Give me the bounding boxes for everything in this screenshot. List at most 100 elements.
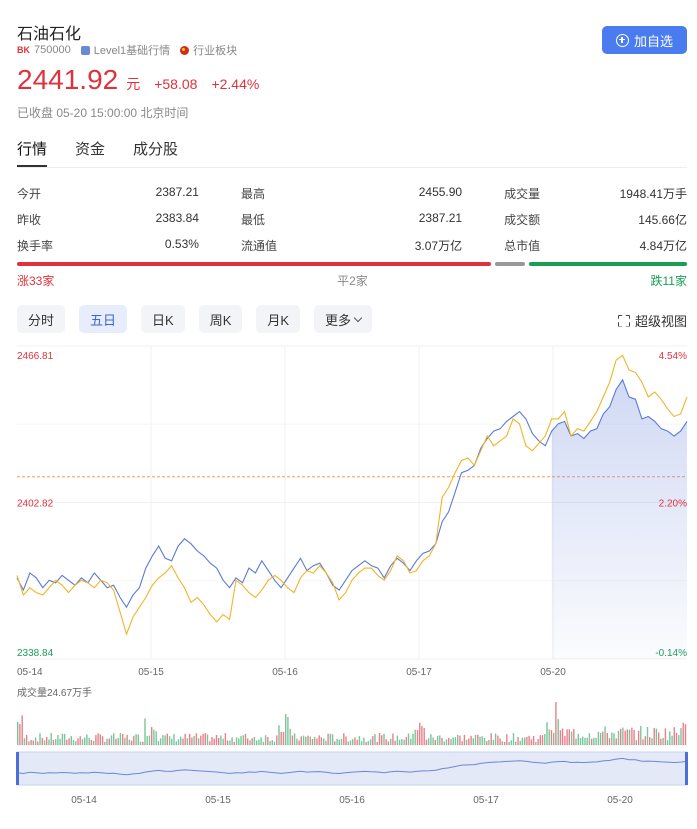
volume-bar <box>296 738 298 745</box>
stat-label: 昨收 <box>17 212 42 227</box>
volume-bar <box>593 737 595 745</box>
volume-bar <box>164 735 166 745</box>
period-button-five-day[interactable]: 五日 <box>79 305 128 333</box>
volume-bar <box>202 733 204 745</box>
stat-label: 总市值 <box>504 238 541 253</box>
volume-bar <box>452 737 454 745</box>
volume-bar <box>278 725 280 745</box>
volume-bar <box>108 738 110 745</box>
volume-bar <box>443 741 445 745</box>
tab-constituents[interactable]: 成分股 <box>133 141 179 158</box>
volume-bar <box>276 735 278 745</box>
volume-bar <box>432 737 434 745</box>
volume-bar <box>46 737 48 745</box>
volume-bar <box>459 735 461 745</box>
breadth-up-segment <box>17 262 491 266</box>
super-view-button[interactable]: 超级视图 <box>618 311 687 330</box>
volume-bar <box>271 740 273 745</box>
volume-bar <box>486 741 488 745</box>
breadth-labels: 涨33家 平2家 跌11家 <box>17 272 687 289</box>
volume-bar <box>450 739 452 745</box>
volume-bar <box>34 737 37 745</box>
stat-value: 2387.21 <box>155 184 199 199</box>
stat-label: 最低 <box>240 212 265 227</box>
stats-row: 换手率 0.53% 流通值 3.07万亿 总市值 4.84万亿 <box>17 232 687 258</box>
volume-bar <box>84 737 86 745</box>
volume-bar <box>200 735 202 745</box>
flat-count: 平2家 <box>337 274 368 288</box>
volume-bar <box>660 738 662 745</box>
stat-value: 4.84万亿 <box>639 238 687 253</box>
volume-bar <box>39 733 41 745</box>
period-button-intraday[interactable]: 分时 <box>17 305 66 333</box>
volume-bar <box>195 733 198 745</box>
volume-bar <box>633 730 635 745</box>
volume-bar <box>66 739 68 745</box>
volume-bar <box>41 738 43 745</box>
volume-bar <box>448 737 450 745</box>
volume-bar <box>617 730 620 745</box>
volume-bar <box>186 738 189 745</box>
volume-bar <box>519 740 521 745</box>
tab-quote[interactable]: 行情 <box>17 138 48 167</box>
volume-bar <box>508 741 510 745</box>
volume-bar <box>570 731 573 745</box>
volume-bar <box>479 736 481 745</box>
tab-funds[interactable]: 资金 <box>75 141 106 158</box>
volume-bar <box>249 740 251 745</box>
volume-bar <box>124 737 126 745</box>
volume-bar <box>561 728 564 745</box>
volume-bar <box>544 734 546 745</box>
volume-bar <box>307 735 309 745</box>
volume-bar <box>320 737 323 745</box>
stat-value: 1948.41万手 <box>619 186 687 201</box>
volume-bar <box>262 741 265 745</box>
period-button-daily-k[interactable]: 日K <box>141 305 185 333</box>
volume-bar <box>637 731 640 745</box>
volume-bar <box>273 741 276 745</box>
y-label-top: 2466.81 <box>17 351 54 362</box>
volume-bar <box>126 734 128 745</box>
volume-bar <box>293 733 296 745</box>
stats-grid: 今开 2387.21 最高 2455.90 成交量 1948.41万手 昨收 2383.… <box>17 180 687 258</box>
volume-bar <box>568 729 570 745</box>
volume-bar <box>441 737 443 745</box>
volume-bar <box>119 733 122 745</box>
period-button-more[interactable]: 更多 <box>314 305 373 333</box>
volume-bar <box>331 734 334 745</box>
volume-bar <box>144 718 146 745</box>
x-day-label: 05-16 <box>272 667 298 678</box>
volume-bar <box>564 735 566 745</box>
volume-bar <box>559 730 562 745</box>
volume-bar <box>25 735 28 745</box>
volume-bar <box>358 736 361 745</box>
volume-bar <box>461 741 463 745</box>
add-watchlist-button[interactable]: 加自选 <box>602 26 687 54</box>
volume-bar <box>244 733 247 745</box>
volume-bar <box>655 728 658 745</box>
current-price: 2441.92 <box>17 64 119 95</box>
volume-bar <box>231 737 233 745</box>
volume-bar <box>372 736 374 745</box>
volume-bar <box>97 733 99 745</box>
volume-bar <box>584 737 586 745</box>
volume-bar <box>334 741 336 745</box>
volume-bar <box>421 725 423 745</box>
volume-bar <box>57 735 59 745</box>
period-button-monthly-k[interactable]: 月K <box>256 305 301 333</box>
volume-bar <box>59 738 61 745</box>
sector-code: 750000 <box>34 44 71 56</box>
breadth-flat-segment <box>495 262 525 266</box>
period-button-weekly-k[interactable]: 周K <box>198 305 243 333</box>
volume-bar <box>457 734 459 745</box>
volume-bar <box>608 738 611 745</box>
volume-bar <box>390 738 392 745</box>
volume-bar <box>651 738 653 745</box>
volume-bar <box>597 731 600 745</box>
volume-bar <box>586 737 588 745</box>
volume-bar <box>222 738 224 745</box>
volume-bar <box>662 737 664 745</box>
volume-bar <box>524 737 526 745</box>
stat-value: 2455.90 <box>418 184 463 199</box>
